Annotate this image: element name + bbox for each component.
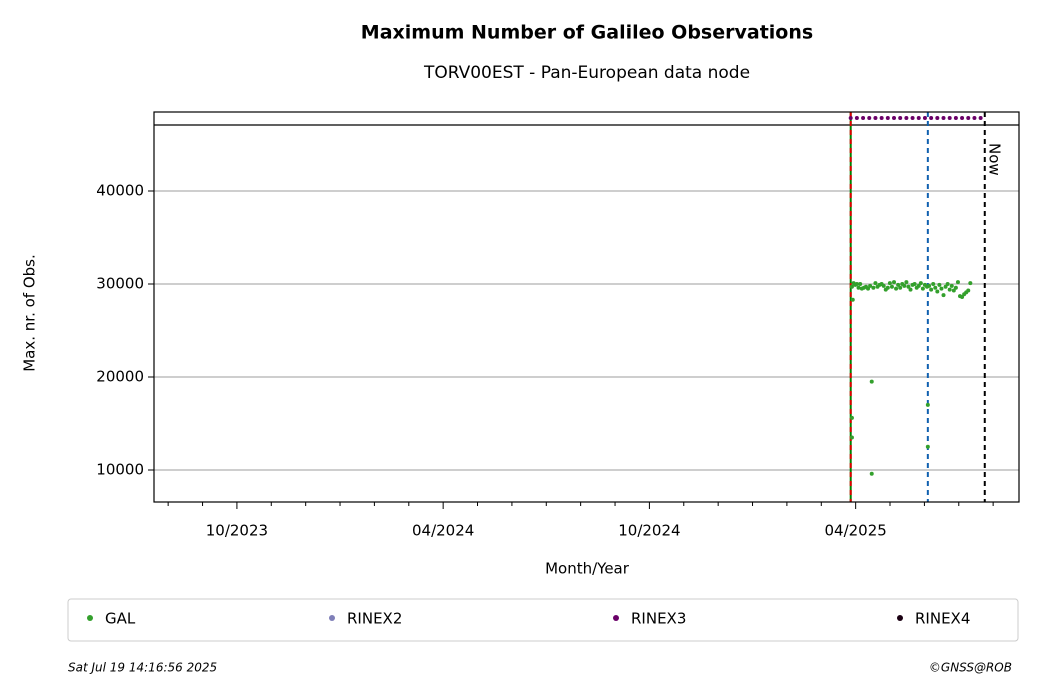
y-axis-label: Max. nr. of Obs. — [21, 254, 39, 372]
data-point — [941, 293, 946, 298]
plot-frame — [153, 111, 1020, 503]
data-point — [867, 115, 872, 120]
data-point — [972, 115, 977, 120]
data-point — [858, 282, 863, 287]
legend-label: RINEX2 — [347, 610, 402, 628]
data-point — [953, 285, 958, 290]
data-point — [854, 282, 859, 287]
data-point — [966, 288, 971, 293]
data-point — [922, 115, 927, 120]
data-point — [892, 115, 897, 120]
data-point — [856, 285, 861, 290]
y-tick-label: 40000 — [96, 182, 144, 200]
legend-label: GAL — [105, 610, 136, 628]
y-tick-label: 20000 — [96, 368, 144, 386]
x-tick-label: 04/2024 — [412, 522, 474, 540]
data-point — [849, 435, 854, 440]
data-point — [951, 288, 956, 293]
data-point — [929, 115, 934, 120]
footer-left: Sat Jul 19 14:16:56 2025 — [68, 661, 217, 675]
data-point — [879, 115, 884, 120]
data-point — [849, 284, 854, 289]
data-point — [931, 282, 936, 287]
y-tick-label: 30000 — [96, 275, 144, 293]
data-point — [881, 283, 886, 288]
chart-subtitle: TORV00EST - Pan-European data node — [423, 63, 750, 83]
data-point — [966, 115, 971, 120]
data-point — [920, 286, 925, 291]
data-point — [868, 283, 873, 288]
data-point — [871, 285, 876, 290]
data-point — [916, 283, 921, 288]
data-point — [908, 287, 913, 292]
legend-label: RINEX3 — [631, 610, 686, 628]
data-point — [869, 471, 874, 476]
data-point — [968, 281, 973, 286]
data-point — [941, 115, 946, 120]
data-point — [889, 284, 894, 289]
data-point — [960, 295, 965, 300]
data-point — [898, 285, 903, 290]
data-point — [861, 115, 866, 120]
x-tick-label: 10/2023 — [206, 522, 268, 540]
legend-box — [67, 598, 1019, 642]
data-point — [935, 289, 940, 294]
data-point — [849, 415, 854, 420]
legend-label: RINEX4 — [915, 610, 970, 628]
data-point — [918, 281, 923, 286]
x-tick-label: 10/2024 — [618, 522, 680, 540]
data-point — [939, 286, 944, 291]
data-point — [947, 115, 952, 120]
data-point — [898, 115, 903, 120]
data-point — [916, 115, 921, 120]
data-point — [892, 280, 897, 285]
data-point — [935, 115, 940, 120]
data-point — [904, 115, 909, 120]
data-point — [925, 444, 930, 449]
x-tick-label: 04/2025 — [824, 522, 886, 540]
data-point — [945, 282, 950, 287]
data-point — [848, 115, 853, 120]
data-point — [894, 286, 899, 291]
data-point — [925, 402, 930, 407]
x-axis-label: Month/Year — [545, 560, 630, 578]
data-point — [933, 285, 938, 290]
event-label: Now — [985, 143, 1003, 176]
data-point — [978, 115, 983, 120]
data-point — [949, 283, 954, 288]
data-point — [912, 282, 917, 287]
data-point — [953, 115, 958, 120]
data-point — [904, 280, 909, 285]
data-point — [927, 283, 932, 288]
data-point — [929, 287, 934, 292]
data-point — [866, 286, 871, 291]
data-point — [850, 297, 855, 302]
data-point — [902, 283, 907, 288]
data-point — [885, 115, 890, 120]
chart-title: Maximum Number of Galileo Observations — [361, 22, 813, 44]
data-point — [937, 282, 942, 287]
data-point — [943, 284, 948, 289]
data-point — [873, 281, 878, 286]
footer-right: ©GNSS@ROB — [929, 661, 1012, 675]
legend-marker — [87, 615, 93, 621]
data-point — [906, 284, 911, 289]
data-point — [955, 280, 960, 285]
y-tick-label: 10000 — [96, 460, 144, 478]
legend-marker — [329, 615, 335, 621]
data-point — [869, 379, 874, 384]
data-point — [910, 115, 915, 120]
legend-marker — [897, 615, 903, 621]
data-point — [947, 287, 952, 292]
data-point — [960, 115, 965, 120]
legend-marker — [613, 615, 619, 621]
data-point — [873, 115, 878, 120]
data-point — [887, 281, 892, 286]
data-point — [896, 282, 901, 287]
data-point — [854, 115, 859, 120]
data-point — [885, 285, 890, 290]
